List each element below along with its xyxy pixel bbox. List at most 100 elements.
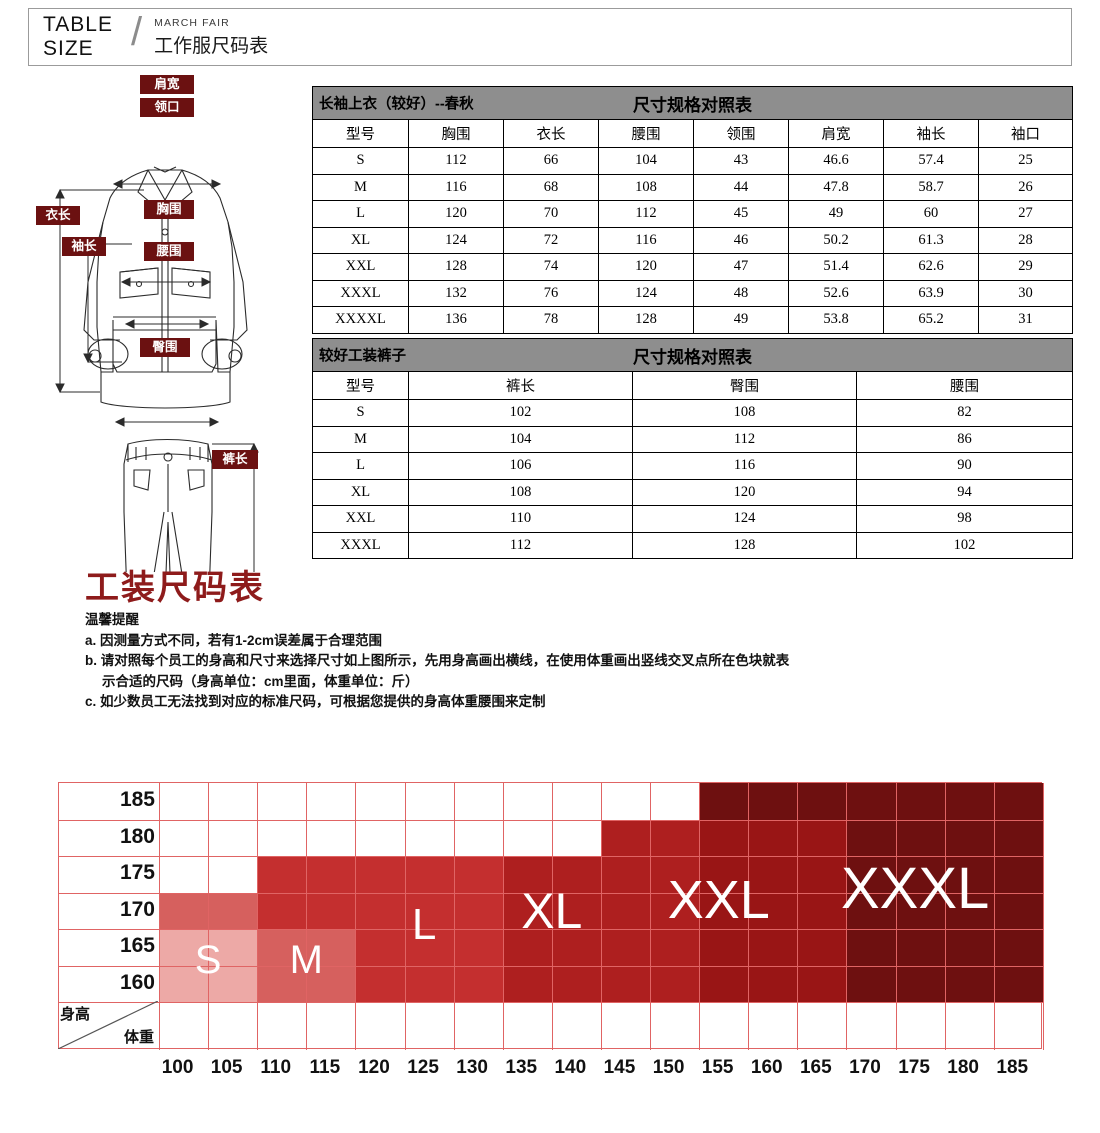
pants-caption-left: 较好工装裤子 — [319, 348, 406, 365]
matrix-x-label: 100 — [161, 1057, 194, 1078]
cell: 26 — [978, 173, 1073, 201]
table-row: M 116 68 108 44 47.8 58.7 26 — [312, 173, 1073, 201]
tag-chest: 胸围 — [144, 200, 194, 219]
cell: 30 — [978, 279, 1073, 307]
table-row: S 112 66 104 43 46.6 57.4 25 — [312, 147, 1073, 175]
table-row: XXXXL 136 78 128 49 53.8 65.2 31 — [312, 306, 1073, 334]
matrix-size-label-m: M — [289, 937, 323, 982]
cell: 60 — [883, 200, 979, 228]
matrix-gridline-v — [1042, 783, 1044, 1050]
matrix-y-label: 165 — [119, 934, 155, 958]
jacket-col-header: 腰围 — [598, 119, 694, 148]
jacket-col-header: 袖长 — [883, 119, 979, 148]
cell: 76 — [503, 279, 599, 307]
matrix-x-label: 160 — [750, 1057, 783, 1078]
matrix-x-label: 120 — [358, 1057, 390, 1078]
cell: 116 — [408, 173, 504, 201]
header-en-title: TABLE SIZE — [43, 13, 113, 61]
cell: XL — [312, 226, 409, 254]
cell: S — [312, 399, 409, 427]
jacket-col-header: 领围 — [693, 119, 789, 148]
cell: 128 — [408, 253, 504, 281]
matrix-gridline-v — [895, 783, 897, 1050]
cell: 51.4 — [788, 253, 884, 281]
note-b-line1: b. 请对照每个员工的身高和尺寸来选择尺寸如上图所示，先用身高画出横线，在使用体… — [85, 653, 790, 668]
cell: 98 — [856, 505, 1073, 533]
tag-hip: 臀围 — [140, 338, 190, 357]
matrix-gridline-v — [993, 783, 995, 1050]
cell: 62.6 — [883, 253, 979, 281]
pants-header-row: 型号 裤长 臀围 腰围 — [312, 371, 1073, 400]
matrix-x-label: 165 — [799, 1057, 832, 1078]
size-matrix-grid: 185 180 175 170 165 160 S M L XL XXL XXXL — [58, 782, 1044, 1050]
matrix-gridline-v — [306, 783, 308, 1050]
matrix-gridline-h — [59, 856, 1043, 857]
cell: 116 — [632, 452, 857, 480]
cell: 124 — [598, 279, 694, 307]
cell: 120 — [632, 478, 857, 506]
cell: 61.3 — [883, 226, 979, 254]
notes-block: 温馨提醒 a. 因测量方式不同，若有1-2cm误差属于合理范围 b. 请对照每个… — [85, 610, 985, 713]
cell: 82 — [856, 399, 1073, 427]
cell: 108 — [408, 478, 633, 506]
matrix-gridline-v — [257, 783, 259, 1050]
cell: 106 — [408, 452, 633, 480]
pants-col-header: 型号 — [312, 371, 409, 400]
cell: XXXL — [312, 279, 409, 307]
matrix-gridline-v — [551, 783, 553, 1050]
cell: 104 — [598, 147, 694, 175]
cell: 94 — [856, 478, 1073, 506]
jacket-col-header: 胸围 — [408, 119, 504, 148]
table-row: M 104 112 86 — [312, 425, 1073, 453]
cell: 43 — [693, 147, 789, 175]
jacket-col-header: 型号 — [312, 119, 409, 148]
jacket-col-header: 袖口 — [978, 119, 1073, 148]
cell: 63.9 — [883, 279, 979, 307]
cell: 128 — [632, 531, 857, 559]
matrix-x-label: 130 — [456, 1057, 488, 1078]
jacket-caption-cell: 长袖上衣（较好）--春秋 尺寸规格对照表 — [312, 86, 1073, 120]
matrix-x-label: 105 — [210, 1057, 243, 1078]
cell: 124 — [408, 226, 504, 254]
pants-caption-cell: 较好工装裤子 尺寸规格对照表 — [312, 338, 1073, 372]
matrix-x-label: 140 — [554, 1057, 587, 1078]
cell: 47.8 — [788, 173, 884, 201]
corner-diagonal-icon — [57, 1000, 159, 1050]
header-en-line1: TABLE — [43, 13, 113, 36]
matrix-cell-xxl — [699, 819, 847, 1002]
cell: 53.8 — [788, 306, 884, 334]
cell: 66 — [503, 147, 599, 175]
cell: 108 — [598, 173, 694, 201]
cell: L — [312, 452, 409, 480]
cell: 72 — [503, 226, 599, 254]
tag-garment-length: 衣长 — [36, 206, 80, 225]
matrix-x-label: 115 — [309, 1057, 341, 1078]
matrix-gridline-v — [797, 783, 799, 1050]
matrix-gridline-v — [355, 783, 357, 1050]
cell: 25 — [978, 147, 1073, 175]
cell: 65.2 — [883, 306, 979, 334]
table-row: XXL 128 74 120 47 51.4 62.6 29 — [312, 253, 1073, 281]
cell: 50.2 — [788, 226, 884, 254]
cell: M — [312, 425, 409, 453]
header-slash-divider: / — [130, 9, 143, 54]
table-row: L 120 70 112 45 49 60 27 — [312, 200, 1073, 228]
cell: 112 — [408, 147, 504, 175]
matrix-gridline-v — [650, 783, 651, 1050]
cell: 116 — [598, 226, 694, 254]
matrix-y-label: 160 — [119, 970, 155, 994]
cell: 47 — [693, 253, 789, 281]
cell: 45 — [693, 200, 789, 228]
cell: XL — [312, 478, 409, 506]
cell: 57.4 — [883, 147, 979, 175]
cell: S — [312, 147, 409, 175]
corner-weight-label: 体重 — [123, 1029, 154, 1046]
cell: 112 — [632, 425, 857, 453]
table-row: S 102 108 82 — [312, 399, 1073, 427]
matrix-gridline-h — [59, 892, 1043, 894]
note-c: c. 如少数员工无法找到对应的标准尺码，可根据您提供的身高体重腰围来定制 — [85, 694, 546, 709]
cell: 128 — [598, 306, 694, 334]
corner-height-label: 身高 — [60, 1006, 91, 1023]
matrix-x-label: 185 — [996, 1057, 1029, 1078]
tag-sleeve-length: 袖长 — [62, 237, 106, 256]
